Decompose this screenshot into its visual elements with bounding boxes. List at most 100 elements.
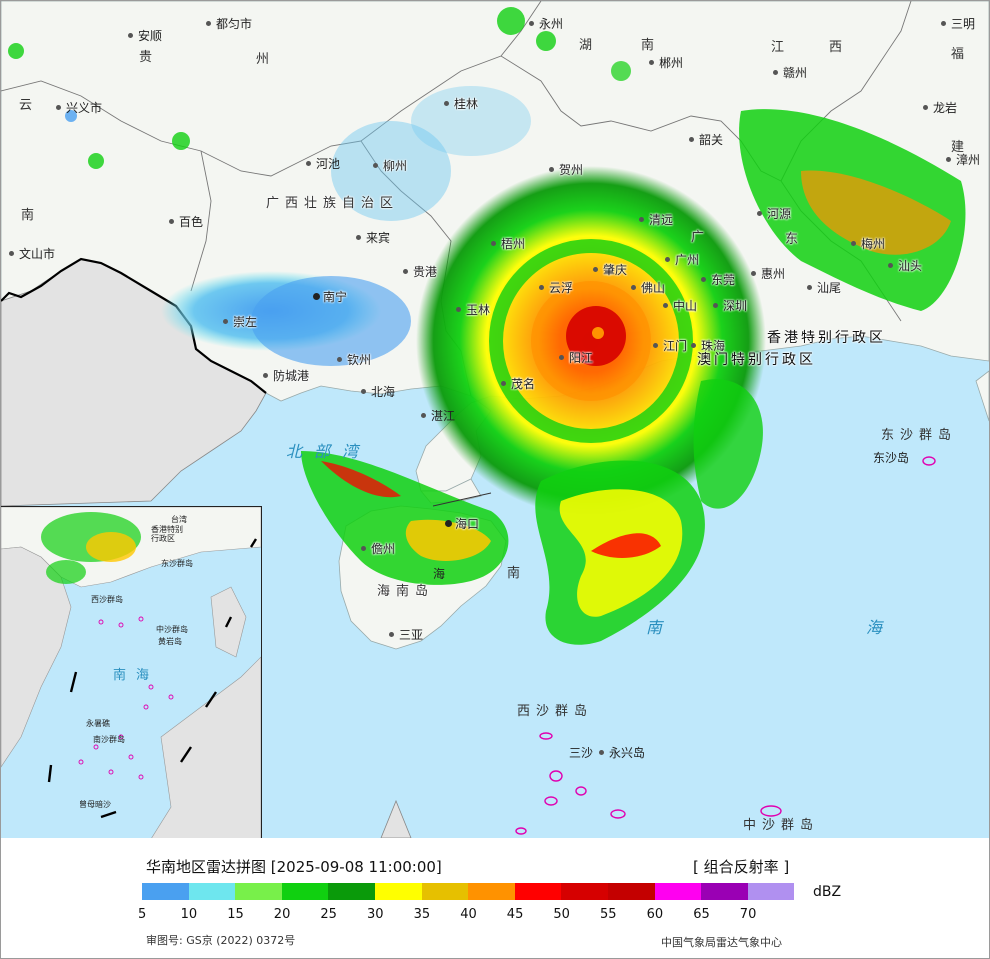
city-maoming: 茂名 — [501, 377, 535, 391]
city-foshan: 佛山 — [631, 281, 665, 295]
city-sansha: 三沙 — [569, 746, 594, 760]
inset-nanhai: 南海 — [113, 668, 160, 683]
city-xingyi: 兴义市 — [56, 101, 102, 115]
city-zhuhai: 珠海 — [691, 339, 725, 353]
city-guigang: 贵港 — [403, 265, 437, 279]
scale-swatch-3 — [281, 883, 329, 900]
rainband-east2 — [693, 379, 763, 509]
scale-tick-40: 40 — [460, 907, 477, 922]
inset-zengmu: 曾母暗沙 — [79, 800, 111, 809]
scale-swatch-5 — [374, 883, 422, 900]
city-chenzhou: 郴州 — [649, 56, 683, 70]
city-heyuan: 河源 — [757, 207, 791, 221]
label-guangdong-2: 东 — [785, 232, 805, 247]
scale-swatch-8 — [514, 883, 562, 900]
city-huizhou: 惠州 — [751, 267, 785, 281]
city-guangzhou: 广州 — [665, 253, 699, 267]
city-shanwei: 汕尾 — [807, 281, 841, 295]
city-beihai: 北海 — [361, 385, 395, 399]
label-jiangxi: 江 — [771, 40, 791, 55]
inset-zhongsha: 中沙群岛 — [156, 625, 188, 634]
city-wenshan: 文山市 — [9, 247, 55, 261]
typhoon-ring — [489, 239, 693, 443]
inset-svg — [1, 507, 261, 838]
city-haikou: 海口 — [445, 517, 479, 531]
color-scale — [142, 883, 795, 900]
city-dongguan: 东莞 — [701, 273, 735, 287]
scale-tick-5: 5 — [138, 907, 147, 922]
city-yongzhou: 永州 — [529, 17, 563, 31]
city-laibin: 来宾 — [356, 231, 390, 245]
scale-tick-25: 25 — [320, 907, 337, 922]
scale-swatch-11 — [654, 883, 702, 900]
city-jiangmen: 江门 — [653, 339, 687, 353]
city-yulin: 玉林 — [456, 303, 490, 317]
product-name: [ 组合反射率 ] — [693, 858, 790, 876]
city-zhaoqing: 肇庆 — [593, 263, 627, 277]
radar-map: 贵 州 湖 南 江 西 福 建 云 南 广西壮族自治区 广 东 海南岛 都匀市 … — [1, 1, 989, 838]
label-macau-sar: 澳门特别行政区 — [697, 352, 816, 368]
city-shaoguan: 韶关 — [689, 133, 723, 147]
city-nanning: 南宁 — [313, 290, 347, 304]
label-qiongzhou-hai: 海 — [433, 567, 446, 581]
land-luzon — [380, 799, 412, 838]
scale-tick-65: 65 — [693, 907, 710, 922]
city-sanming: 三明 — [941, 17, 975, 31]
city-yunfu: 云浮 — [539, 281, 573, 295]
city-liuzhou: 柳州 — [373, 159, 407, 173]
inset-huangyan: 黄岩岛 — [158, 637, 182, 646]
scale-swatch-12 — [701, 883, 748, 900]
city-shenzhen: 深圳 — [713, 299, 747, 313]
rainband-east-core — [801, 170, 951, 255]
city-hezhou: 贺州 — [549, 163, 583, 177]
label-hunan: 湖 — [579, 38, 599, 53]
city-chongzuo: 崇左 — [223, 315, 257, 329]
scale-swatch-7 — [468, 883, 515, 900]
label-guizhou: 贵 — [139, 50, 159, 65]
scale-swatch-2 — [235, 883, 282, 900]
label-nan: 南 — [507, 566, 527, 581]
echo-north — [331, 121, 451, 221]
inset-taiwan: 台湾 — [171, 515, 187, 524]
publisher: 中国气象局雷达气象中心 — [661, 936, 782, 949]
scale-swatch-6 — [421, 883, 469, 900]
label-hongkong-sar: 香港特别行政区 — [767, 330, 886, 346]
city-qinzhou: 钦州 — [337, 353, 371, 367]
city-qingyuan: 清远 — [639, 213, 673, 227]
rainband-south-red — [591, 533, 661, 558]
label-hunan-2: 南 — [641, 38, 661, 53]
reefs — [515, 456, 936, 835]
scale-swatch-13 — [747, 883, 795, 900]
label-guizhou-2: 州 — [256, 52, 276, 67]
label-hainan: 海南岛 — [377, 584, 435, 599]
leizhou-line — [432, 492, 492, 507]
inset-nansha: 南沙群岛 — [93, 735, 125, 744]
scale-tick-10: 10 — [180, 907, 198, 922]
scattered-echoes — [8, 7, 631, 169]
inset-hk: 香港特别 — [151, 525, 183, 534]
city-ganzhou: 赣州 — [773, 66, 807, 80]
rainband-hainan-red — [321, 461, 401, 498]
typhoon-eye — [592, 327, 604, 339]
scale-tick-20: 20 — [273, 907, 291, 922]
scale-swatch-9 — [561, 883, 608, 900]
scale-tick-55: 55 — [600, 907, 617, 922]
label-xisha-islands: 西沙群岛 — [517, 704, 594, 719]
city-duyun: 都匀市 — [206, 17, 252, 31]
label-south-china-sea-2: 海 — [866, 618, 895, 637]
scale-tick-50: 50 — [553, 907, 570, 922]
city-meizhou: 梅州 — [851, 237, 885, 251]
city-zhongshan: 中山 — [663, 299, 697, 313]
echo-north2 — [411, 86, 531, 156]
label-fujian-2: 建 — [951, 140, 971, 155]
scale-swatch-1 — [188, 883, 236, 900]
city-zhanjiang: 湛江 — [421, 409, 455, 423]
city-hechi: 河池 — [306, 157, 340, 171]
scale-swatch-0 — [142, 883, 189, 900]
city-longyan: 龙岩 — [923, 101, 957, 115]
label-guangxi: 广西壮族自治区 — [266, 196, 400, 211]
scale-tick-15: 15 — [227, 907, 244, 922]
label-fujian: 福 — [951, 47, 971, 62]
city-guilin: 桂林 — [444, 97, 478, 111]
